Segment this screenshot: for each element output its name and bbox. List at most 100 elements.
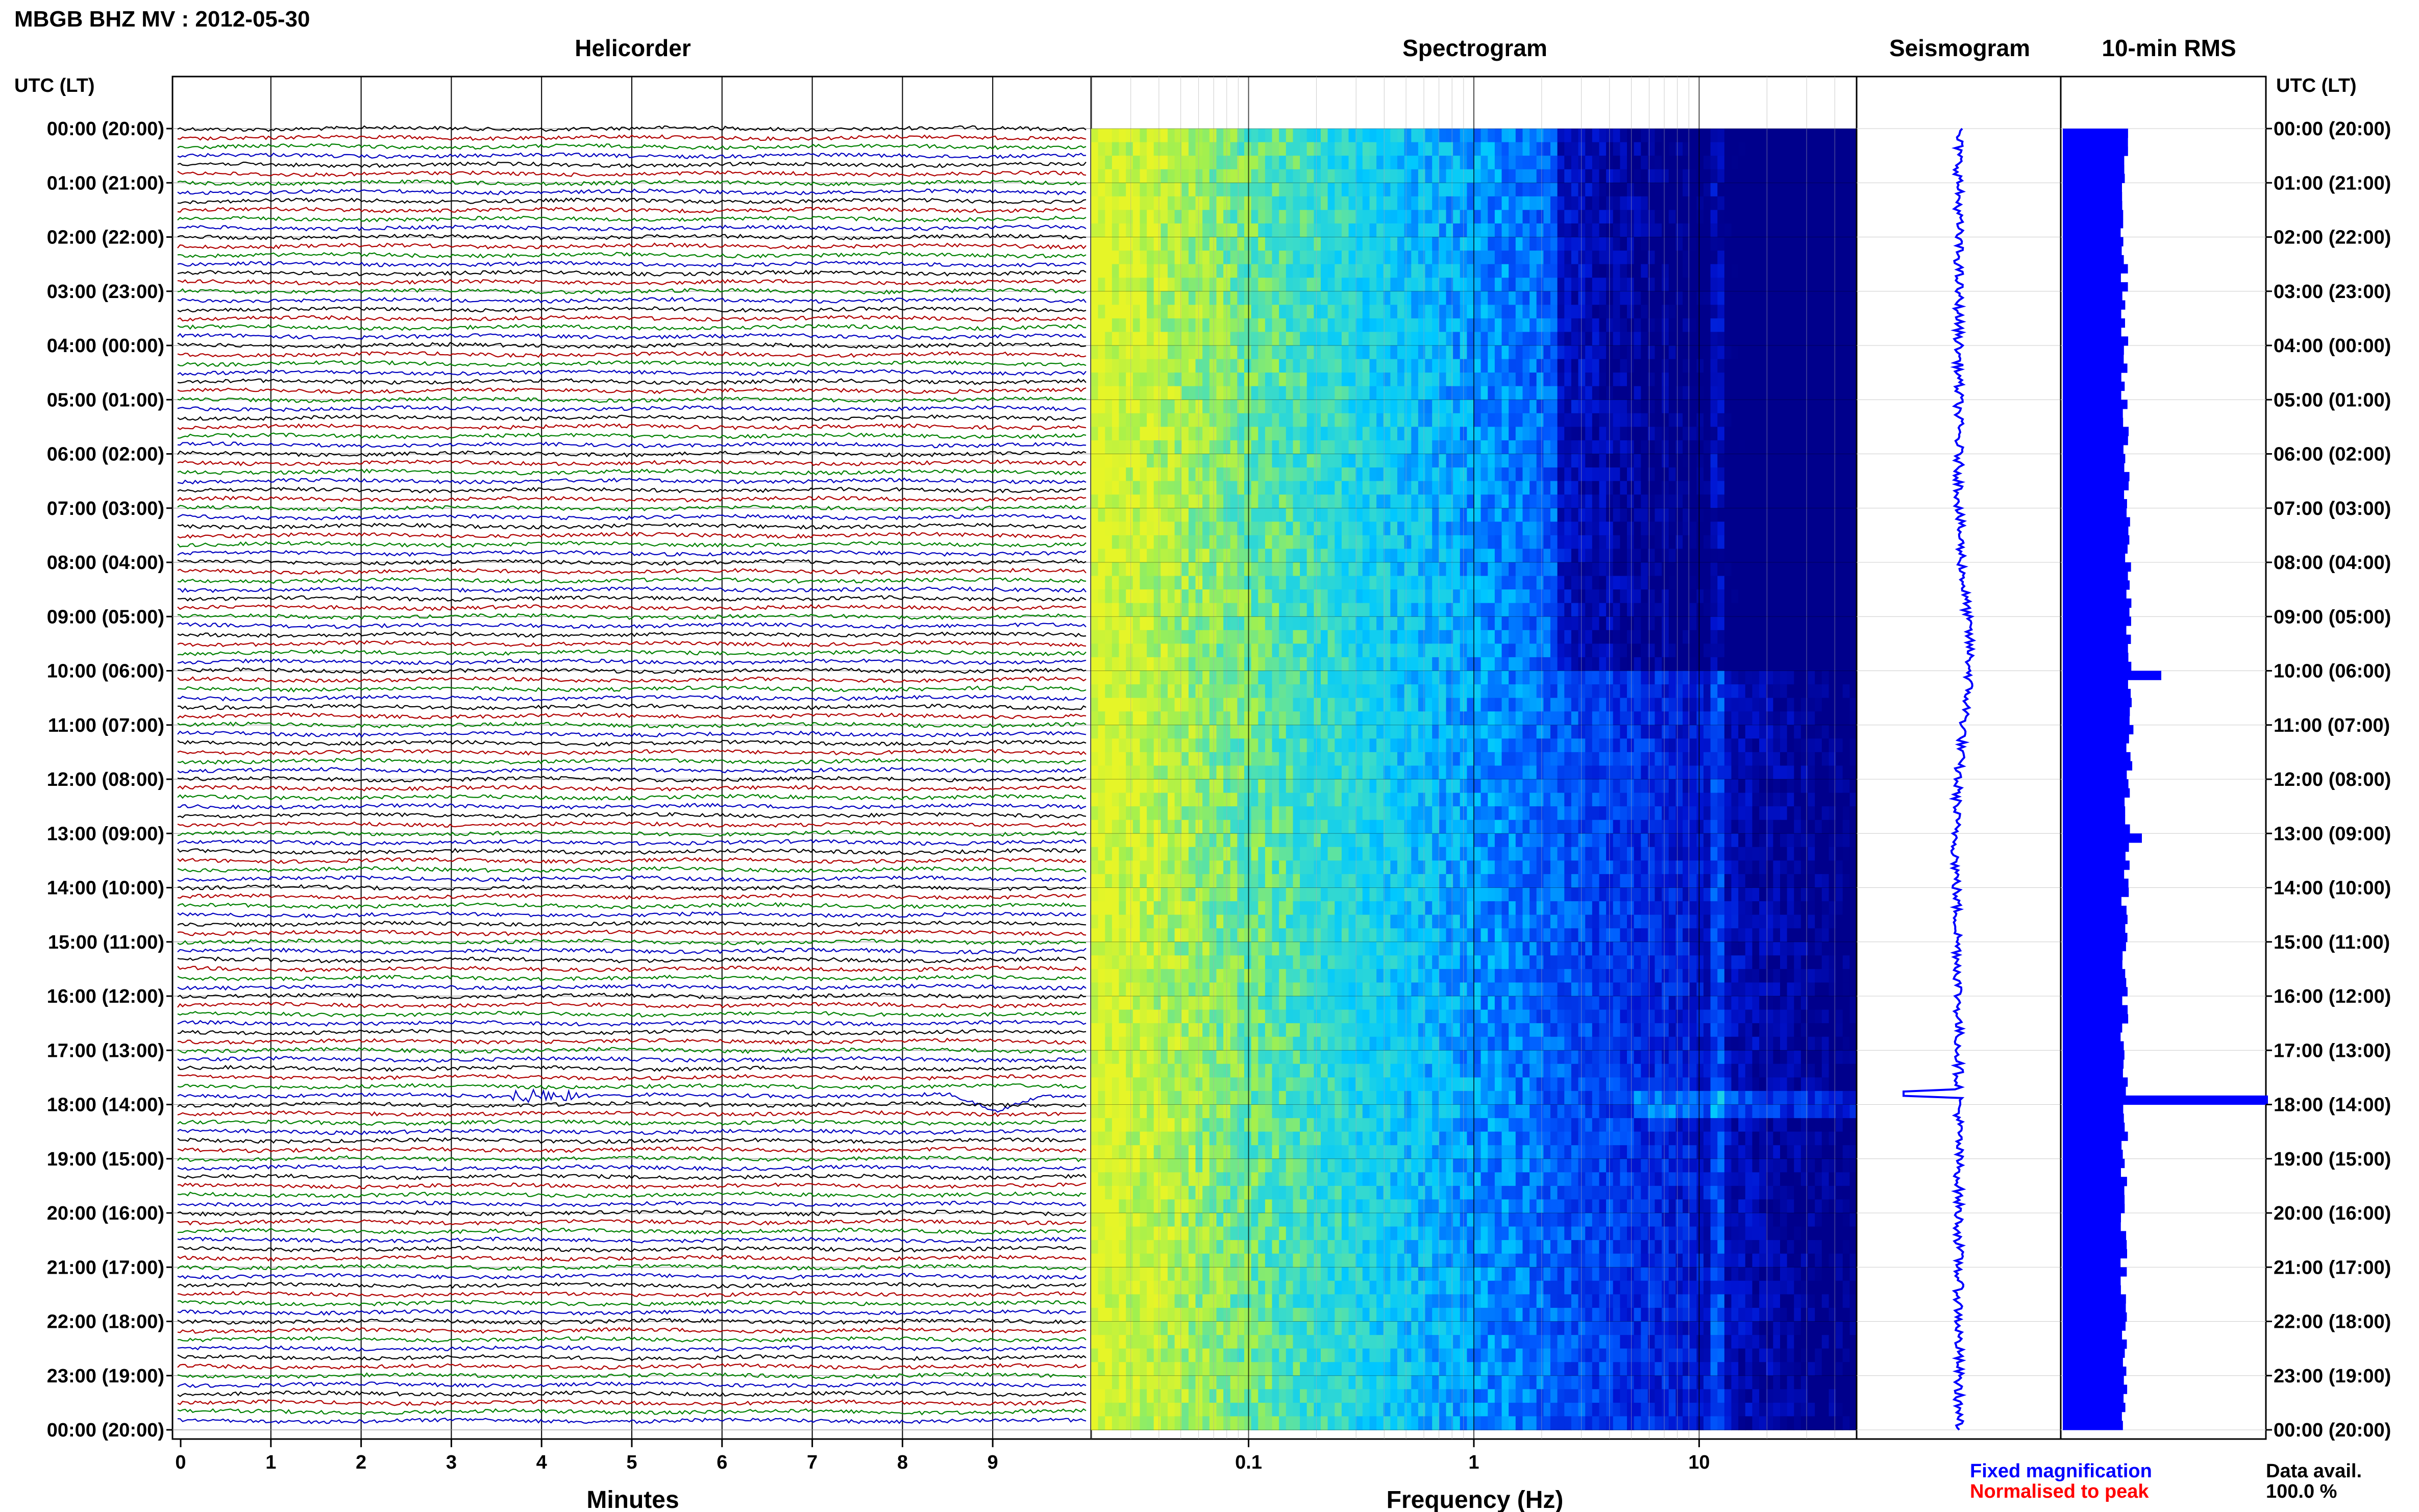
- spectrogram-cell: [1536, 657, 1544, 672]
- spectrogram-cell: [1738, 440, 1746, 455]
- spectrogram-cell: [1592, 467, 1600, 482]
- spectrogram-cell: [1112, 413, 1120, 428]
- spectrogram-cell: [1181, 142, 1189, 156]
- spectrogram-cell: [1592, 251, 1600, 265]
- spectrogram-cell: [1689, 400, 1697, 414]
- spectrogram-cell: [1522, 440, 1530, 455]
- spectrogram-cell: [1153, 237, 1162, 251]
- spectrogram-cell: [1202, 359, 1210, 373]
- spectrogram-cell: [1689, 251, 1697, 265]
- spectrogram-cell: [1564, 386, 1572, 401]
- spectrogram-cell: [1348, 657, 1356, 672]
- spectrogram-cell: [1808, 603, 1815, 617]
- spectrogram-cell: [1432, 522, 1440, 536]
- spectrogram-cell: [1599, 413, 1607, 428]
- spectrogram-cell: [1209, 467, 1217, 482]
- spectrogram-cell: [1390, 129, 1398, 143]
- spectrogram-cell: [1321, 481, 1328, 495]
- spectrogram-cell: [1474, 589, 1482, 604]
- spectrogram-cell: [1717, 264, 1725, 278]
- spectrogram-cell: [1341, 305, 1349, 319]
- spectrogram-cell: [1494, 142, 1502, 156]
- helicorder-trace: [177, 1399, 1087, 1406]
- spectrogram-cell: [1383, 481, 1391, 495]
- spectrogram-cell: [1529, 305, 1537, 319]
- spectrogram-cell: [1696, 386, 1704, 401]
- spectrogram-cell: [1800, 576, 1809, 590]
- spectrogram-cell: [1634, 318, 1641, 333]
- spectrogram-cell: [1300, 332, 1307, 346]
- spectrogram-cell: [1745, 671, 1753, 685]
- spectrogram-cell: [1752, 589, 1760, 604]
- spectrogram-cell: [1599, 278, 1607, 292]
- spectrogram-cell: [1724, 481, 1732, 495]
- spectrogram-cell: [1683, 156, 1690, 170]
- spectrogram-cell: [1306, 711, 1315, 726]
- spectrogram-cell: [1745, 508, 1753, 523]
- spectrogram-cell: [1446, 278, 1453, 292]
- spectrogram-cell: [1550, 427, 1558, 441]
- spectrogram-cell: [1800, 630, 1809, 645]
- spectrogram-cell: [1174, 643, 1182, 658]
- spectrogram-cell: [1202, 494, 1210, 509]
- spectrogram-cell: [1348, 576, 1356, 590]
- spectrogram-cell: [1341, 413, 1349, 428]
- spectrogram-cell: [1613, 223, 1621, 238]
- spectrogram-cell: [1453, 508, 1461, 523]
- spectrogram-cell: [1585, 522, 1593, 536]
- spectrogram-cell: [1216, 481, 1224, 495]
- spectrogram-cell: [1683, 278, 1690, 292]
- spectrogram-cell: [1439, 413, 1447, 428]
- spectrogram-cell: [1585, 183, 1593, 197]
- spectrogram-cell: [1842, 522, 1850, 536]
- spectrogram-cell: [1752, 481, 1760, 495]
- spectrogram-cell: [1480, 616, 1488, 631]
- spectrogram-cell: [1724, 522, 1732, 536]
- spectrogram-cell: [1439, 291, 1447, 306]
- spectrogram-cell: [1641, 332, 1648, 346]
- spectrogram-cell: [1327, 278, 1335, 292]
- spectrogram-cell: [1738, 264, 1746, 278]
- spectrogram-cell: [1662, 643, 1669, 658]
- spectrogram-cell: [1446, 454, 1453, 468]
- spectrogram-cell: [1439, 278, 1447, 292]
- spectrogram-cell: [1627, 494, 1635, 509]
- spectrogram-cell: [1321, 264, 1328, 278]
- spectrogram-cell: [1675, 291, 1683, 306]
- spectrogram-cell: [1745, 318, 1753, 333]
- spectrogram-cell: [1592, 576, 1600, 590]
- spectrogram-cell: [1411, 589, 1419, 604]
- spectrogram-cell: [1335, 481, 1342, 495]
- spectrogram-cell: [1766, 237, 1774, 251]
- spectrogram-cell: [1745, 345, 1753, 360]
- spectrogram-cell: [1571, 522, 1579, 536]
- spectrogram-cell: [1766, 549, 1774, 563]
- spectrogram-cell: [1237, 196, 1245, 211]
- spectrogram-cell: [1383, 413, 1391, 428]
- spectrogram-cell: [1126, 413, 1133, 428]
- spectrogram-cell: [1710, 169, 1718, 184]
- spectrogram-cell: [1480, 427, 1488, 441]
- spectrogram-cell: [1787, 467, 1794, 482]
- spectrogram-cell: [1668, 643, 1676, 658]
- spectrogram-cell: [1836, 305, 1843, 319]
- spectrogram-cell: [1613, 142, 1621, 156]
- spectrogram-cell: [1126, 142, 1133, 156]
- spectrogram-cell: [1738, 318, 1746, 333]
- spectrogram-cell: [1704, 373, 1711, 387]
- spectrogram-cell: [1808, 657, 1815, 672]
- spectrogram-cell: [1773, 373, 1781, 387]
- spectrogram-cell: [1306, 305, 1315, 319]
- spectrogram-cell: [1244, 345, 1252, 360]
- spectrogram-cell: [1181, 129, 1189, 143]
- spectrogram-cell: [1564, 332, 1572, 346]
- spectrogram-cell: [1668, 657, 1676, 672]
- spectrogram-cell: [1571, 291, 1579, 306]
- spectrogram-cell: [1453, 684, 1461, 699]
- spectrogram-cell: [1641, 345, 1648, 360]
- spectrogram-cell: [1195, 630, 1203, 645]
- spectrogram-cell: [1724, 413, 1732, 428]
- spectrogram-cell: [1272, 400, 1279, 414]
- spectrogram-cell: [1202, 318, 1210, 333]
- spectrogram-cell: [1216, 562, 1224, 577]
